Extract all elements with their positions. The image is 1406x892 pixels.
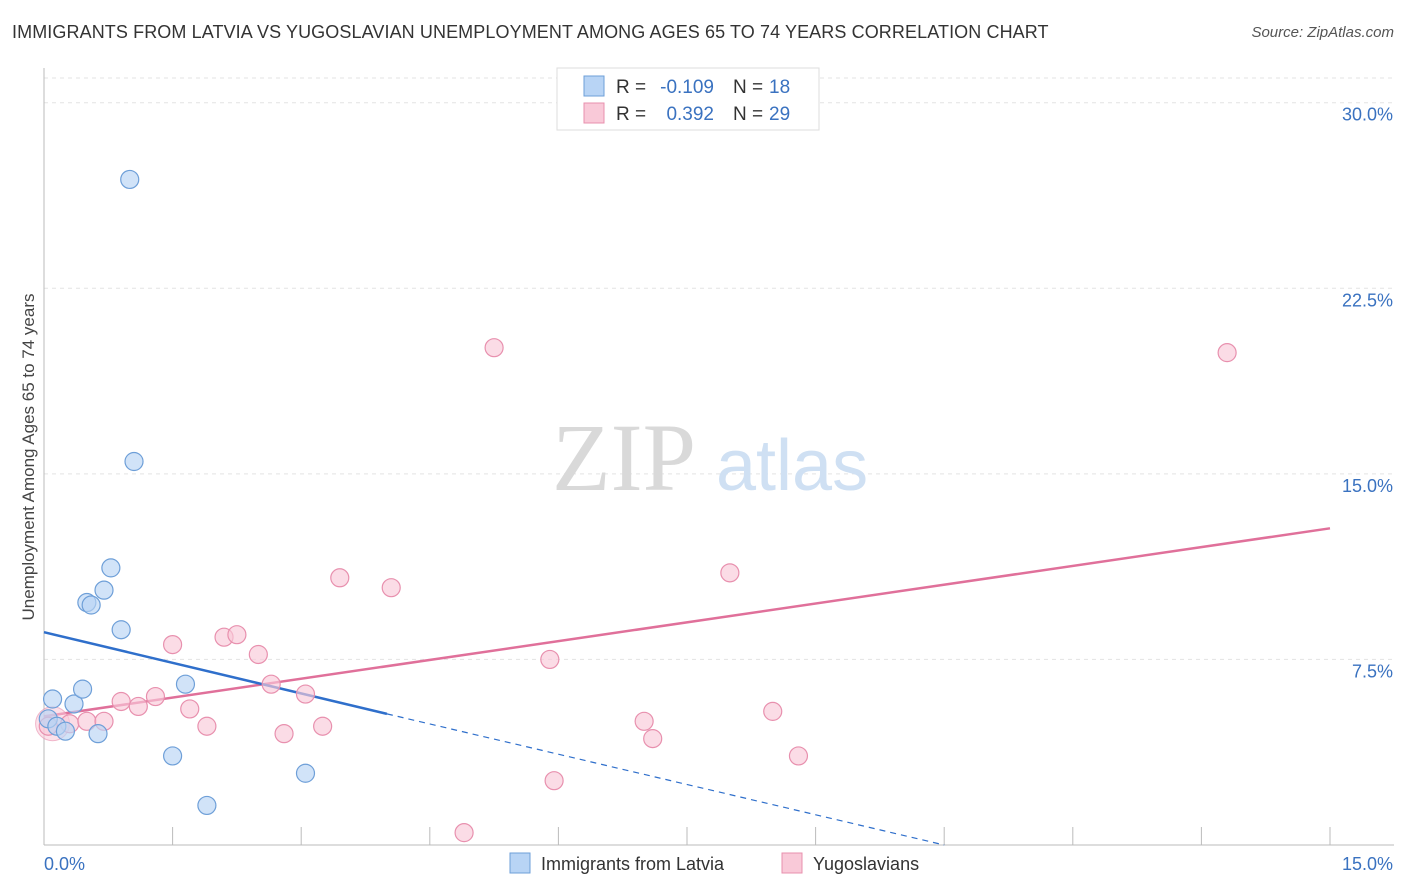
point-latvia-17	[295, 763, 316, 783]
point-yugoslavian-8	[180, 699, 200, 719]
grid-layer	[44, 77, 1394, 660]
point-latvia-1	[42, 689, 63, 709]
point-yugoslavian-9	[197, 716, 217, 736]
point-yugoslavian-15	[295, 684, 316, 704]
legend-r-value-0: -0.109	[660, 77, 714, 98]
trend-line-latvia-extension	[386, 713, 945, 846]
x-tick-label-0: 0.0%	[44, 854, 85, 874]
point-latvia-5	[72, 679, 93, 699]
point-yugoslavian-4	[111, 691, 131, 712]
y-axis-label: Unemployment Among Ages 65 to 74 years	[19, 294, 38, 621]
point-yugoslavian-23	[634, 711, 654, 731]
point-latvia-4	[64, 694, 84, 714]
y-tick-label-2: 22.5%	[1342, 290, 1393, 310]
points-layer	[35, 169, 1237, 843]
legend-swatch-0	[583, 75, 605, 97]
point-yugoslavian-16	[313, 716, 333, 736]
bottom-legend-swatch-latvia	[509, 852, 531, 874]
point-yugoslavian-18	[381, 578, 401, 598]
point-latvia-3	[55, 721, 76, 741]
point-yugoslavian-17	[330, 568, 350, 588]
point-yugoslavian-11	[227, 625, 247, 645]
y-tick-label-0: 7.5%	[1352, 661, 1393, 681]
point-yugoslavian-13	[261, 674, 281, 694]
point-yugoslavian-20	[484, 338, 504, 358]
point-yugoslavian-12	[248, 644, 268, 665]
point-yugoslavian-25	[720, 563, 740, 583]
point-yugoslavian-21	[540, 649, 560, 670]
trend-line-yugoslavians	[43, 527, 1331, 718]
bottom-legend-label-yugoslavians: Yugoslavians	[813, 854, 919, 874]
chart-title: IMMIGRANTS FROM LATVIA VS YUGOSLAVIAN UN…	[12, 22, 1049, 42]
point-yugoslavian-27	[788, 746, 809, 766]
point-yugoslavian-7	[163, 634, 183, 655]
watermark-zip: ZIP	[552, 404, 696, 511]
trend-line-latvia	[43, 631, 388, 716]
legend-r-label-0: R =	[616, 77, 646, 98]
point-yugoslavian-22	[544, 771, 564, 791]
point-latvia-15	[175, 674, 196, 694]
legend-n-label-1: N =	[733, 104, 763, 125]
source-label: Source: ZipAtlas.com	[1251, 24, 1394, 41]
point-latvia-14	[163, 746, 183, 766]
point-latvia-11	[111, 620, 131, 640]
trend-layer	[43, 527, 1331, 846]
legend-box: R = -0.109 N = 18 R = 0.392 N = 29	[556, 67, 820, 131]
legend-n-value-1: 29	[769, 104, 790, 125]
bottom-legend-swatch-yugoslavians	[781, 852, 803, 874]
watermark: ZIP atlas	[552, 404, 868, 511]
point-yugoslavian-6	[145, 686, 166, 707]
legend-n-label-0: N =	[733, 77, 763, 98]
point-yugoslavian-26	[763, 701, 783, 721]
legend-n-value-0: 18	[769, 77, 790, 98]
y-tick-label-3: 30.0%	[1342, 105, 1393, 125]
point-latvia-10	[101, 558, 121, 578]
point-yugoslavian-24	[643, 729, 663, 749]
point-latvia-9	[94, 580, 114, 600]
x-tick-label-1: 15.0%	[1342, 854, 1393, 874]
point-latvia-8	[88, 724, 108, 744]
point-latvia-12	[120, 169, 140, 190]
bottom-legend-label-latvia: Immigrants from Latvia	[541, 854, 725, 874]
point-yugoslavian-14	[274, 724, 294, 744]
point-yugoslavian-19	[454, 823, 474, 843]
legend-swatch-1	[583, 102, 605, 124]
point-yugoslavian-28	[1217, 343, 1237, 363]
point-latvia-13	[124, 451, 144, 472]
point-latvia-16	[197, 795, 217, 816]
bottom-legend: Immigrants from Latvia Yugoslavians	[509, 852, 919, 874]
y-tick-label-1: 15.0%	[1342, 476, 1393, 496]
axis-layer: 7.5% 15.0% 22.5% 30.0% 0.0% 15.0%	[43, 68, 1394, 874]
watermark-atlas: atlas	[716, 426, 868, 506]
legend-r-label-1: R =	[616, 104, 646, 125]
legend-r-value-1: 0.392	[666, 104, 714, 125]
point-yugoslavian-5	[128, 696, 148, 717]
point-latvia-7	[81, 595, 101, 615]
